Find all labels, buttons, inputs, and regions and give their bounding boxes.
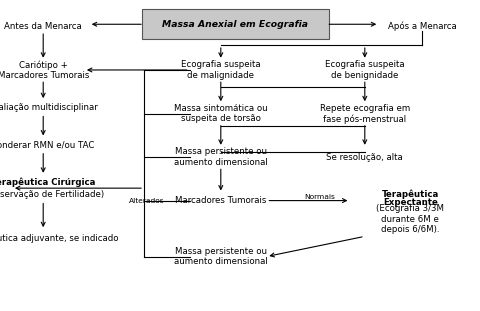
Text: Ecografia suspeita
de benignidade: Ecografia suspeita de benignidade	[325, 60, 405, 80]
Text: Terapêutica Cirúrgica: Terapêutica Cirúrgica	[0, 177, 96, 187]
Text: Avaliação multidisciplinar: Avaliação multidisciplinar	[0, 103, 98, 112]
Text: (Preservação de Fertilidade): (Preservação de Fertilidade)	[0, 190, 104, 199]
Text: Repete ecografia em
fase pós-menstrual: Repete ecografia em fase pós-menstrual	[320, 104, 410, 123]
Text: Se resolução, alta: Se resolução, alta	[326, 153, 403, 161]
Text: Normais: Normais	[304, 193, 335, 200]
Text: Massa sintomática ou
suspeita de torsão: Massa sintomática ou suspeita de torsão	[174, 104, 268, 123]
Text: Terapêutica: Terapêutica	[382, 190, 439, 199]
Text: Expectante: Expectante	[383, 198, 438, 207]
Text: Massa persistente ou
aumento dimensional: Massa persistente ou aumento dimensional	[174, 147, 268, 167]
Text: Massa persistente ou
aumento dimensional: Massa persistente ou aumento dimensional	[174, 247, 268, 266]
Text: Marcadores Tumorais: Marcadores Tumorais	[175, 196, 266, 205]
Text: Após a Menarca: Após a Menarca	[388, 22, 457, 31]
Text: Terapêutica adjuvante, se indicado: Terapêutica adjuvante, se indicado	[0, 233, 119, 243]
Text: Cariótipo +
Marcadores Tumorais: Cariótipo + Marcadores Tumorais	[0, 60, 89, 80]
Text: (Ecografia 3/3M
durante 6M e
depois 6/6M).: (Ecografia 3/3M durante 6M e depois 6/6M…	[376, 204, 444, 234]
Text: Ecografia suspeita
de malignidade: Ecografia suspeita de malignidade	[181, 60, 261, 80]
Text: Ponderar RMN e/ou TAC: Ponderar RMN e/ou TAC	[0, 140, 95, 149]
FancyBboxPatch shape	[142, 9, 329, 39]
Text: Massa Anexial em Ecografia: Massa Anexial em Ecografia	[162, 20, 308, 29]
Text: Alterados: Alterados	[129, 197, 164, 204]
Text: Antes da Menarca: Antes da Menarca	[4, 22, 82, 31]
